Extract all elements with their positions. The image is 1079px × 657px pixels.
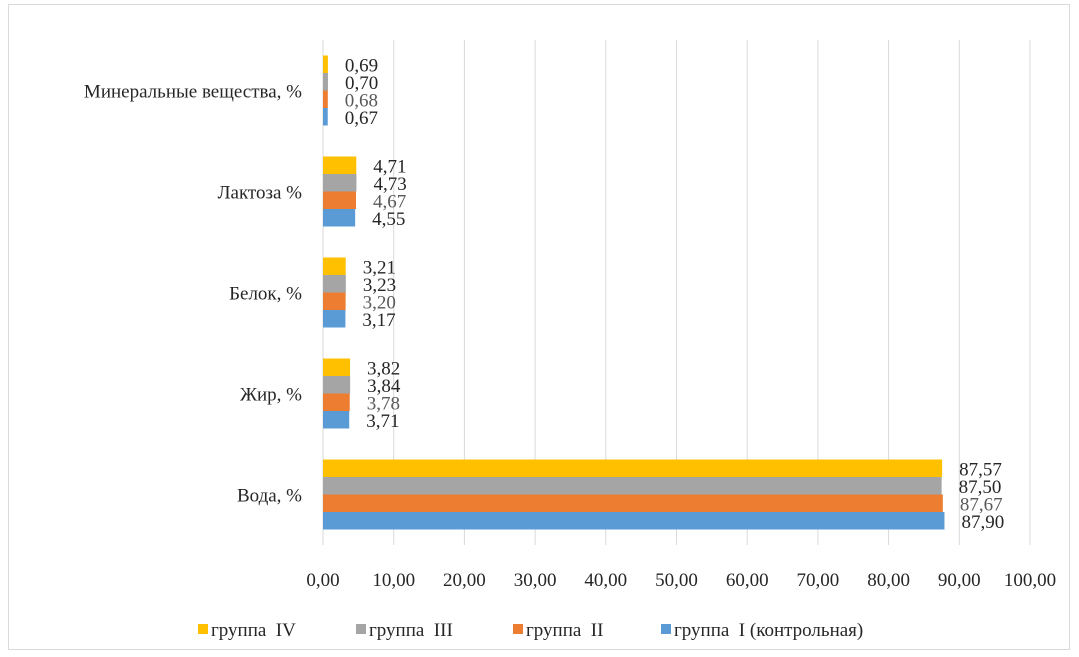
x-tick-label: 70,00	[797, 570, 840, 591]
bar	[323, 477, 942, 495]
bar	[323, 156, 357, 174]
category-labels: Вода, % Жир, % Белок, % Лактоза % Минеральны…	[84, 82, 302, 507]
data-label: 3,20	[363, 292, 396, 313]
data-label: 3,84	[367, 376, 401, 397]
legend-swatch	[356, 624, 366, 634]
legend-label: группа IV	[211, 620, 296, 641]
category-label: Вода, %	[237, 486, 302, 507]
bar	[323, 512, 945, 530]
legend-label: группа III	[369, 620, 453, 641]
bars	[323, 55, 945, 530]
category-label: Белок, %	[229, 284, 302, 305]
data-label: 4,73	[373, 174, 406, 195]
legend-swatch	[198, 624, 208, 634]
bar	[323, 310, 346, 328]
data-label: 3,82	[367, 358, 400, 379]
legend-label: группа II	[526, 620, 603, 641]
legend-label: группа I (контрольная)	[674, 620, 863, 641]
data-label: 87,57	[959, 459, 1002, 480]
bar	[323, 275, 346, 293]
x-axis-ticks: 0,00 10,00 20,00 30,00 40,00 50,00 60,00 70,00 8…	[306, 570, 1056, 591]
bar	[323, 376, 351, 394]
x-tick-label: 30,00	[514, 570, 557, 591]
bar	[323, 108, 328, 126]
data-label: 3,21	[363, 257, 396, 278]
category-label: Жир, %	[240, 385, 302, 406]
data-label: 87,90	[961, 512, 1004, 533]
data-label: 3,71	[366, 411, 399, 432]
bar	[323, 90, 328, 108]
chart-container	[8, 4, 1070, 650]
data-label: 87,67	[960, 494, 1003, 515]
legend-swatch	[661, 624, 671, 634]
x-tick-label: 20,00	[443, 570, 486, 591]
bar	[323, 393, 350, 411]
x-tick-label: 80,00	[867, 570, 910, 591]
bar	[323, 494, 943, 512]
x-tick-label: 90,00	[938, 570, 981, 591]
x-tick-label: 10,00	[372, 570, 415, 591]
x-tick-label: 40,00	[584, 570, 627, 591]
bar	[323, 73, 328, 91]
bar	[323, 257, 346, 275]
data-label: 0,69	[345, 55, 378, 76]
bar	[323, 292, 346, 310]
x-tick-label: 60,00	[726, 570, 769, 591]
data-label: 87,50	[959, 477, 1002, 498]
category-label: Лактоза %	[218, 183, 303, 204]
bar	[323, 411, 350, 429]
data-label: 4,55	[372, 209, 405, 230]
category-label: Минеральные вещества, %	[84, 82, 302, 103]
data-label: 0,67	[345, 108, 378, 129]
legend-swatch	[513, 624, 523, 634]
data-label: 3,78	[367, 393, 400, 414]
data-label: 0,68	[345, 90, 378, 111]
bar	[323, 209, 356, 227]
x-tick-label: 50,00	[655, 570, 698, 591]
x-tick-label: 100,00	[1004, 570, 1056, 591]
data-label: 0,70	[345, 73, 378, 94]
legend: группа IV группа III группа II группа I (ко…	[198, 620, 863, 641]
bar	[323, 174, 357, 192]
data-label: 4,71	[373, 156, 406, 177]
bar	[323, 191, 357, 209]
x-tick-label: 0,00	[306, 570, 339, 591]
bar	[323, 55, 328, 73]
bar	[323, 358, 351, 376]
bar	[323, 459, 943, 477]
data-label: 3,17	[362, 310, 395, 331]
data-label: 4,67	[373, 191, 406, 212]
data-label: 3,23	[363, 275, 396, 296]
